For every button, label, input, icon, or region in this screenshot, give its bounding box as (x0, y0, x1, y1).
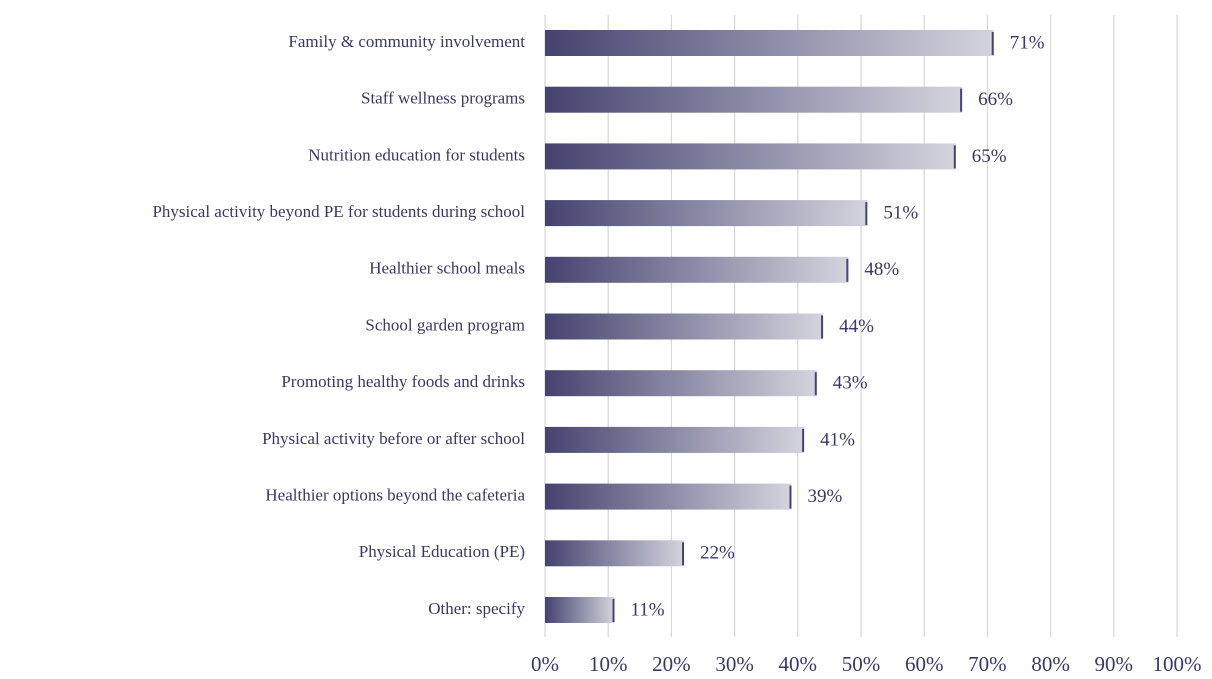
data-label: 11% (631, 599, 665, 620)
bar (545, 86, 963, 113)
y-tick-label: Healthier options beyond the cafeteria (265, 486, 525, 505)
y-tick-label: Physical activity before or after school (262, 429, 525, 448)
data-label: 39% (807, 486, 842, 507)
x-tick-label: 70% (968, 652, 1007, 676)
bar (545, 143, 956, 170)
x-tick-label: 40% (779, 652, 818, 676)
bar (545, 256, 849, 283)
y-tick-label: Physical Education (PE) (359, 542, 525, 561)
bar (545, 30, 994, 56)
x-tick-label: 80% (1031, 652, 1070, 676)
y-tick-label: Other: specify (428, 599, 525, 618)
data-label: 41% (820, 429, 855, 450)
bar (545, 483, 792, 510)
bar (545, 200, 868, 227)
data-label: 65% (972, 146, 1007, 167)
x-tick-label: 50% (842, 652, 881, 676)
x-tick-label: 0% (531, 652, 559, 676)
x-tick-label: 10% (589, 652, 628, 676)
y-tick-label: Physical activity beyond PE for students… (152, 202, 525, 221)
x-tick-label: 100% (1153, 652, 1202, 676)
bar (545, 540, 685, 567)
x-tick-label: 60% (905, 652, 944, 676)
y-tick-label: School garden program (365, 315, 525, 334)
data-label: 44% (839, 316, 874, 337)
y-tick-label: Family & community involvement (288, 32, 525, 51)
y-tick-label: Nutrition education for students (308, 145, 525, 164)
x-tick-label: 90% (1095, 652, 1134, 676)
data-label: 22% (700, 543, 735, 564)
bar (545, 313, 824, 340)
data-label: 43% (833, 373, 868, 394)
x-tick-label: 30% (715, 652, 754, 676)
y-tick-label: Promoting healthy foods and drinks (281, 372, 525, 391)
data-label: 66% (978, 89, 1013, 110)
bar (545, 597, 615, 623)
data-label: 51% (883, 202, 918, 223)
x-tick-label: 20% (652, 652, 691, 676)
bar (545, 370, 817, 397)
data-label: 48% (864, 259, 899, 280)
data-label: 71% (1010, 32, 1045, 53)
y-tick-label: Healthier school meals (369, 259, 525, 278)
bar (545, 426, 805, 453)
y-tick-label: Staff wellness programs (361, 89, 525, 108)
